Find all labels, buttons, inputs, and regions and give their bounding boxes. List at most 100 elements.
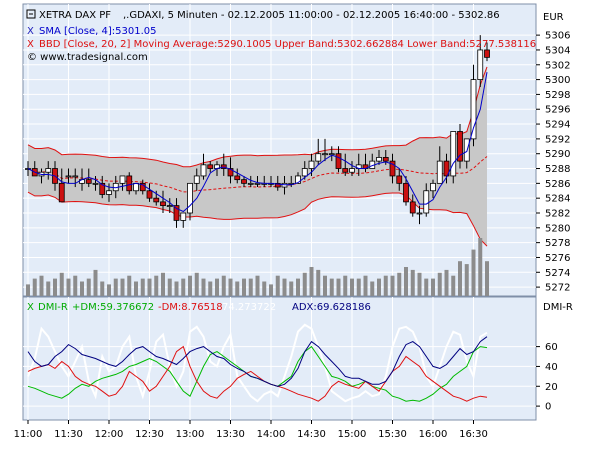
price-tick-label: 5306 [545, 31, 570, 42]
candle-body [396, 175, 403, 184]
price-tick-label: 5278 [545, 238, 570, 249]
candle [207, 161, 214, 173]
candle [45, 161, 52, 180]
candle-body [315, 153, 322, 162]
volume-bar [248, 278, 253, 296]
candle-body [457, 131, 463, 162]
dmi-dx-line [27, 323, 488, 403]
volume-bar [424, 278, 429, 296]
dmi-legend-label: DMI-R [38, 302, 68, 313]
volume-bar [181, 278, 186, 296]
volume-bar [221, 275, 226, 296]
volume-bar [343, 275, 348, 296]
candle-body [477, 49, 484, 80]
candle-body [65, 175, 72, 178]
candle-body [308, 160, 315, 169]
volume-bar [478, 238, 483, 296]
candle-body [328, 153, 335, 156]
candle [234, 168, 241, 184]
legend-instrument: XETRA DAX PF [39, 10, 111, 21]
volume-bar [194, 272, 199, 296]
volume-bar [255, 275, 260, 296]
volume-bar [32, 278, 37, 296]
candle-body [376, 157, 382, 162]
candle-body [173, 205, 180, 221]
candle-body [416, 212, 423, 215]
candle [241, 175, 247, 188]
price-tick-label: 5300 [545, 75, 570, 86]
volume-bar [444, 269, 449, 296]
volume-bar [336, 278, 341, 296]
candle [376, 150, 382, 165]
price-tick-label: 5294 [545, 120, 570, 131]
volume-bar [208, 281, 213, 296]
candle [389, 153, 396, 184]
dmi-axis: 0 20 40 60 [536, 342, 558, 413]
time-tick-label: 15:30 [378, 429, 407, 440]
volume-bar [370, 281, 375, 296]
candle-body [423, 190, 430, 214]
price-tick-label: 5276 [545, 253, 570, 264]
price-tick-label: 5280 [545, 223, 570, 234]
candle-body [389, 160, 396, 177]
candle [227, 157, 234, 184]
time-tick-label: 16:30 [459, 429, 488, 440]
candle [106, 183, 112, 202]
volume-bar [53, 278, 57, 296]
volume-bar [329, 278, 334, 296]
volume-bar [174, 281, 179, 296]
time-tick-label: 14:00 [257, 429, 286, 440]
candle-body [335, 153, 342, 169]
candle [254, 175, 261, 188]
candle-body [450, 131, 457, 177]
candle [193, 168, 200, 191]
candle-body [207, 164, 214, 169]
dmi-panel [22, 296, 537, 421]
bollinger-band-area [28, 66, 487, 247]
candle-body [382, 157, 389, 162]
candle [92, 175, 99, 191]
candle-body [139, 182, 146, 192]
candle-body [200, 164, 207, 177]
close-icon[interactable]: X [27, 26, 34, 37]
volume-bar [167, 278, 172, 296]
candle-body [274, 182, 281, 188]
candle [119, 175, 126, 191]
price-tick-label: 5298 [545, 90, 570, 101]
candle [436, 146, 443, 184]
candle [477, 35, 484, 88]
bollinger-lower-band [27, 191, 488, 247]
candle-body [403, 182, 409, 203]
dmi-adx-value: ADX:69.628186 [292, 302, 371, 313]
candle-body [146, 190, 153, 199]
volume-bar [458, 261, 462, 296]
price-tick-label: 5272 [545, 283, 570, 294]
candle [200, 153, 207, 180]
candle [315, 138, 322, 165]
volume-bar [275, 275, 280, 296]
volume-bar [262, 281, 267, 296]
candle [274, 175, 281, 191]
close-icon[interactable]: X [27, 39, 34, 50]
volume-bar [228, 278, 233, 296]
candle [335, 146, 342, 173]
legend-sma: SMA [Close, 4]:5301.05 [39, 26, 156, 37]
volume-bar [100, 281, 105, 296]
candle [430, 179, 436, 199]
volume-bar [93, 269, 98, 296]
volume-bar [323, 275, 327, 296]
volume-bar [161, 272, 165, 296]
candle [295, 172, 301, 184]
close-icon[interactable]: X [27, 302, 34, 313]
candle-body [160, 201, 166, 206]
time-tick-label: 15:00 [338, 429, 367, 440]
candle [99, 175, 106, 199]
candle-body [133, 182, 139, 192]
candle-body [349, 168, 355, 173]
volume-bar [127, 275, 132, 296]
volume-bar [215, 278, 219, 296]
legend-box-icon[interactable] [26, 9, 36, 19]
volume-bar [296, 278, 300, 296]
volume-bar [464, 264, 469, 296]
